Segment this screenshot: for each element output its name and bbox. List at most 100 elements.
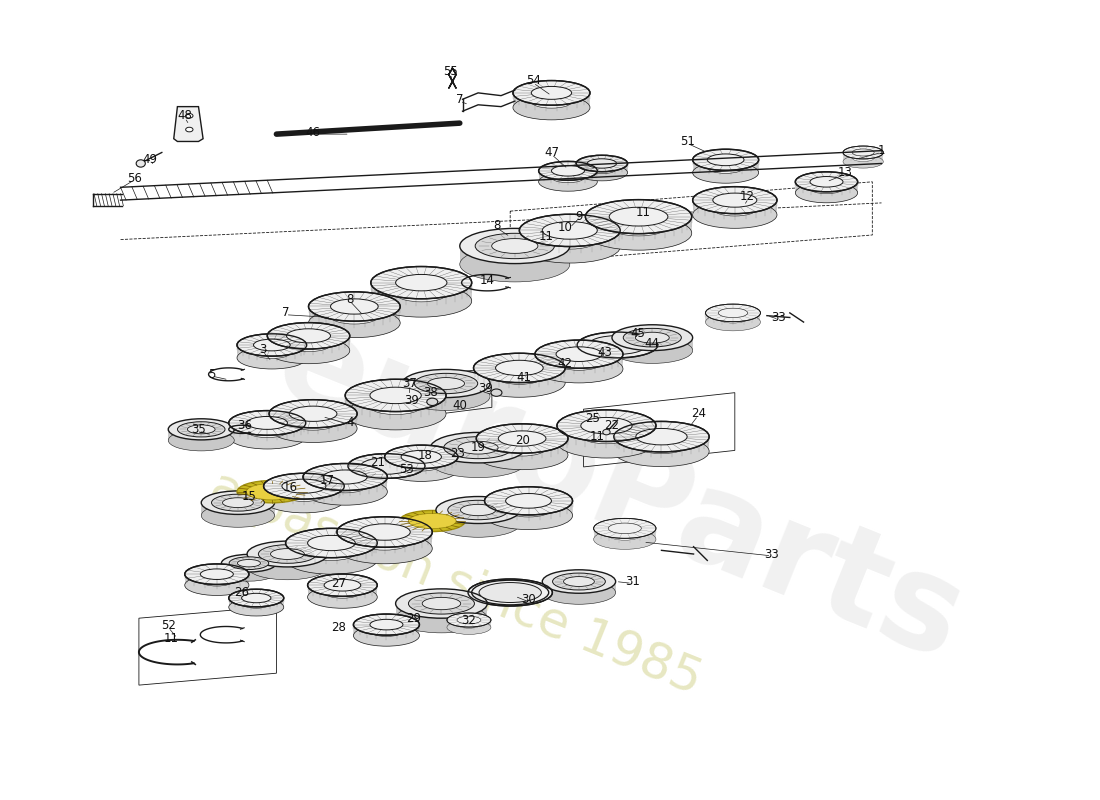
Text: 39: 39 <box>478 382 493 395</box>
Ellipse shape <box>473 354 565 382</box>
Polygon shape <box>609 217 668 226</box>
Text: 23: 23 <box>451 446 465 460</box>
Polygon shape <box>473 368 565 382</box>
Polygon shape <box>587 163 616 169</box>
Text: 40: 40 <box>452 399 468 412</box>
Ellipse shape <box>436 497 520 523</box>
Polygon shape <box>519 230 620 247</box>
Polygon shape <box>337 532 432 549</box>
Ellipse shape <box>248 554 328 580</box>
Text: 46: 46 <box>306 126 320 138</box>
Text: 26: 26 <box>234 586 249 599</box>
Ellipse shape <box>253 347 290 358</box>
Polygon shape <box>229 598 284 607</box>
Ellipse shape <box>430 447 526 478</box>
Ellipse shape <box>531 95 572 108</box>
Ellipse shape <box>478 582 541 602</box>
Ellipse shape <box>576 155 628 172</box>
Ellipse shape <box>539 162 597 180</box>
Polygon shape <box>345 395 446 414</box>
Ellipse shape <box>443 437 513 458</box>
Polygon shape <box>385 457 458 470</box>
Text: 8: 8 <box>346 293 353 306</box>
Polygon shape <box>810 182 843 189</box>
Ellipse shape <box>385 458 458 482</box>
Polygon shape <box>267 336 350 350</box>
Ellipse shape <box>201 491 275 514</box>
Ellipse shape <box>576 165 628 181</box>
Ellipse shape <box>551 172 584 182</box>
Ellipse shape <box>587 164 616 174</box>
Polygon shape <box>308 543 355 553</box>
Ellipse shape <box>345 379 446 411</box>
Polygon shape <box>174 106 204 142</box>
Text: 39: 39 <box>405 394 419 406</box>
Polygon shape <box>201 502 275 515</box>
Ellipse shape <box>513 95 590 120</box>
Ellipse shape <box>585 216 692 250</box>
Ellipse shape <box>236 334 307 356</box>
Ellipse shape <box>430 433 526 463</box>
Text: 20: 20 <box>515 434 529 447</box>
Polygon shape <box>585 217 692 233</box>
Text: euroParts: euroParts <box>258 296 981 687</box>
Ellipse shape <box>267 322 350 349</box>
Text: 8: 8 <box>493 219 500 232</box>
Ellipse shape <box>795 183 858 202</box>
Polygon shape <box>707 160 744 167</box>
Ellipse shape <box>460 246 570 282</box>
Ellipse shape <box>229 590 284 607</box>
Text: 22: 22 <box>605 419 619 432</box>
Ellipse shape <box>608 530 641 540</box>
Ellipse shape <box>707 162 744 174</box>
Text: 24: 24 <box>691 407 705 420</box>
Ellipse shape <box>415 374 477 394</box>
Ellipse shape <box>519 230 620 263</box>
Ellipse shape <box>585 200 692 234</box>
Text: 10: 10 <box>558 221 573 234</box>
Polygon shape <box>576 163 628 173</box>
Ellipse shape <box>475 234 554 258</box>
Text: 31: 31 <box>625 575 639 588</box>
Ellipse shape <box>428 378 464 390</box>
Text: 33: 33 <box>764 547 779 561</box>
Text: 18: 18 <box>418 449 432 462</box>
Ellipse shape <box>718 314 748 323</box>
Text: 55: 55 <box>443 66 458 78</box>
Ellipse shape <box>236 346 307 369</box>
Ellipse shape <box>289 415 337 430</box>
Polygon shape <box>498 438 546 449</box>
Ellipse shape <box>693 150 759 170</box>
Polygon shape <box>248 554 328 567</box>
Text: 47: 47 <box>544 146 559 159</box>
Ellipse shape <box>286 338 330 352</box>
Ellipse shape <box>581 427 632 444</box>
Ellipse shape <box>795 172 858 192</box>
Ellipse shape <box>447 620 491 634</box>
Ellipse shape <box>264 474 344 499</box>
Ellipse shape <box>594 530 656 550</box>
Polygon shape <box>636 437 688 446</box>
Polygon shape <box>168 430 234 440</box>
Text: 3: 3 <box>258 343 266 356</box>
Polygon shape <box>270 414 358 429</box>
Text: 21: 21 <box>370 456 385 469</box>
Ellipse shape <box>484 486 572 515</box>
Ellipse shape <box>843 155 883 168</box>
Ellipse shape <box>713 202 757 216</box>
Polygon shape <box>286 543 377 559</box>
Text: 36: 36 <box>236 419 252 432</box>
Text: 49: 49 <box>142 154 157 166</box>
Polygon shape <box>468 593 552 600</box>
Polygon shape <box>248 423 287 431</box>
Ellipse shape <box>286 528 377 558</box>
Polygon shape <box>253 345 290 353</box>
Polygon shape <box>705 313 760 322</box>
Ellipse shape <box>246 483 297 500</box>
Polygon shape <box>229 423 306 437</box>
Ellipse shape <box>258 545 317 563</box>
Ellipse shape <box>324 586 361 598</box>
Text: 42: 42 <box>558 357 573 370</box>
Polygon shape <box>289 414 337 422</box>
Ellipse shape <box>448 500 508 520</box>
